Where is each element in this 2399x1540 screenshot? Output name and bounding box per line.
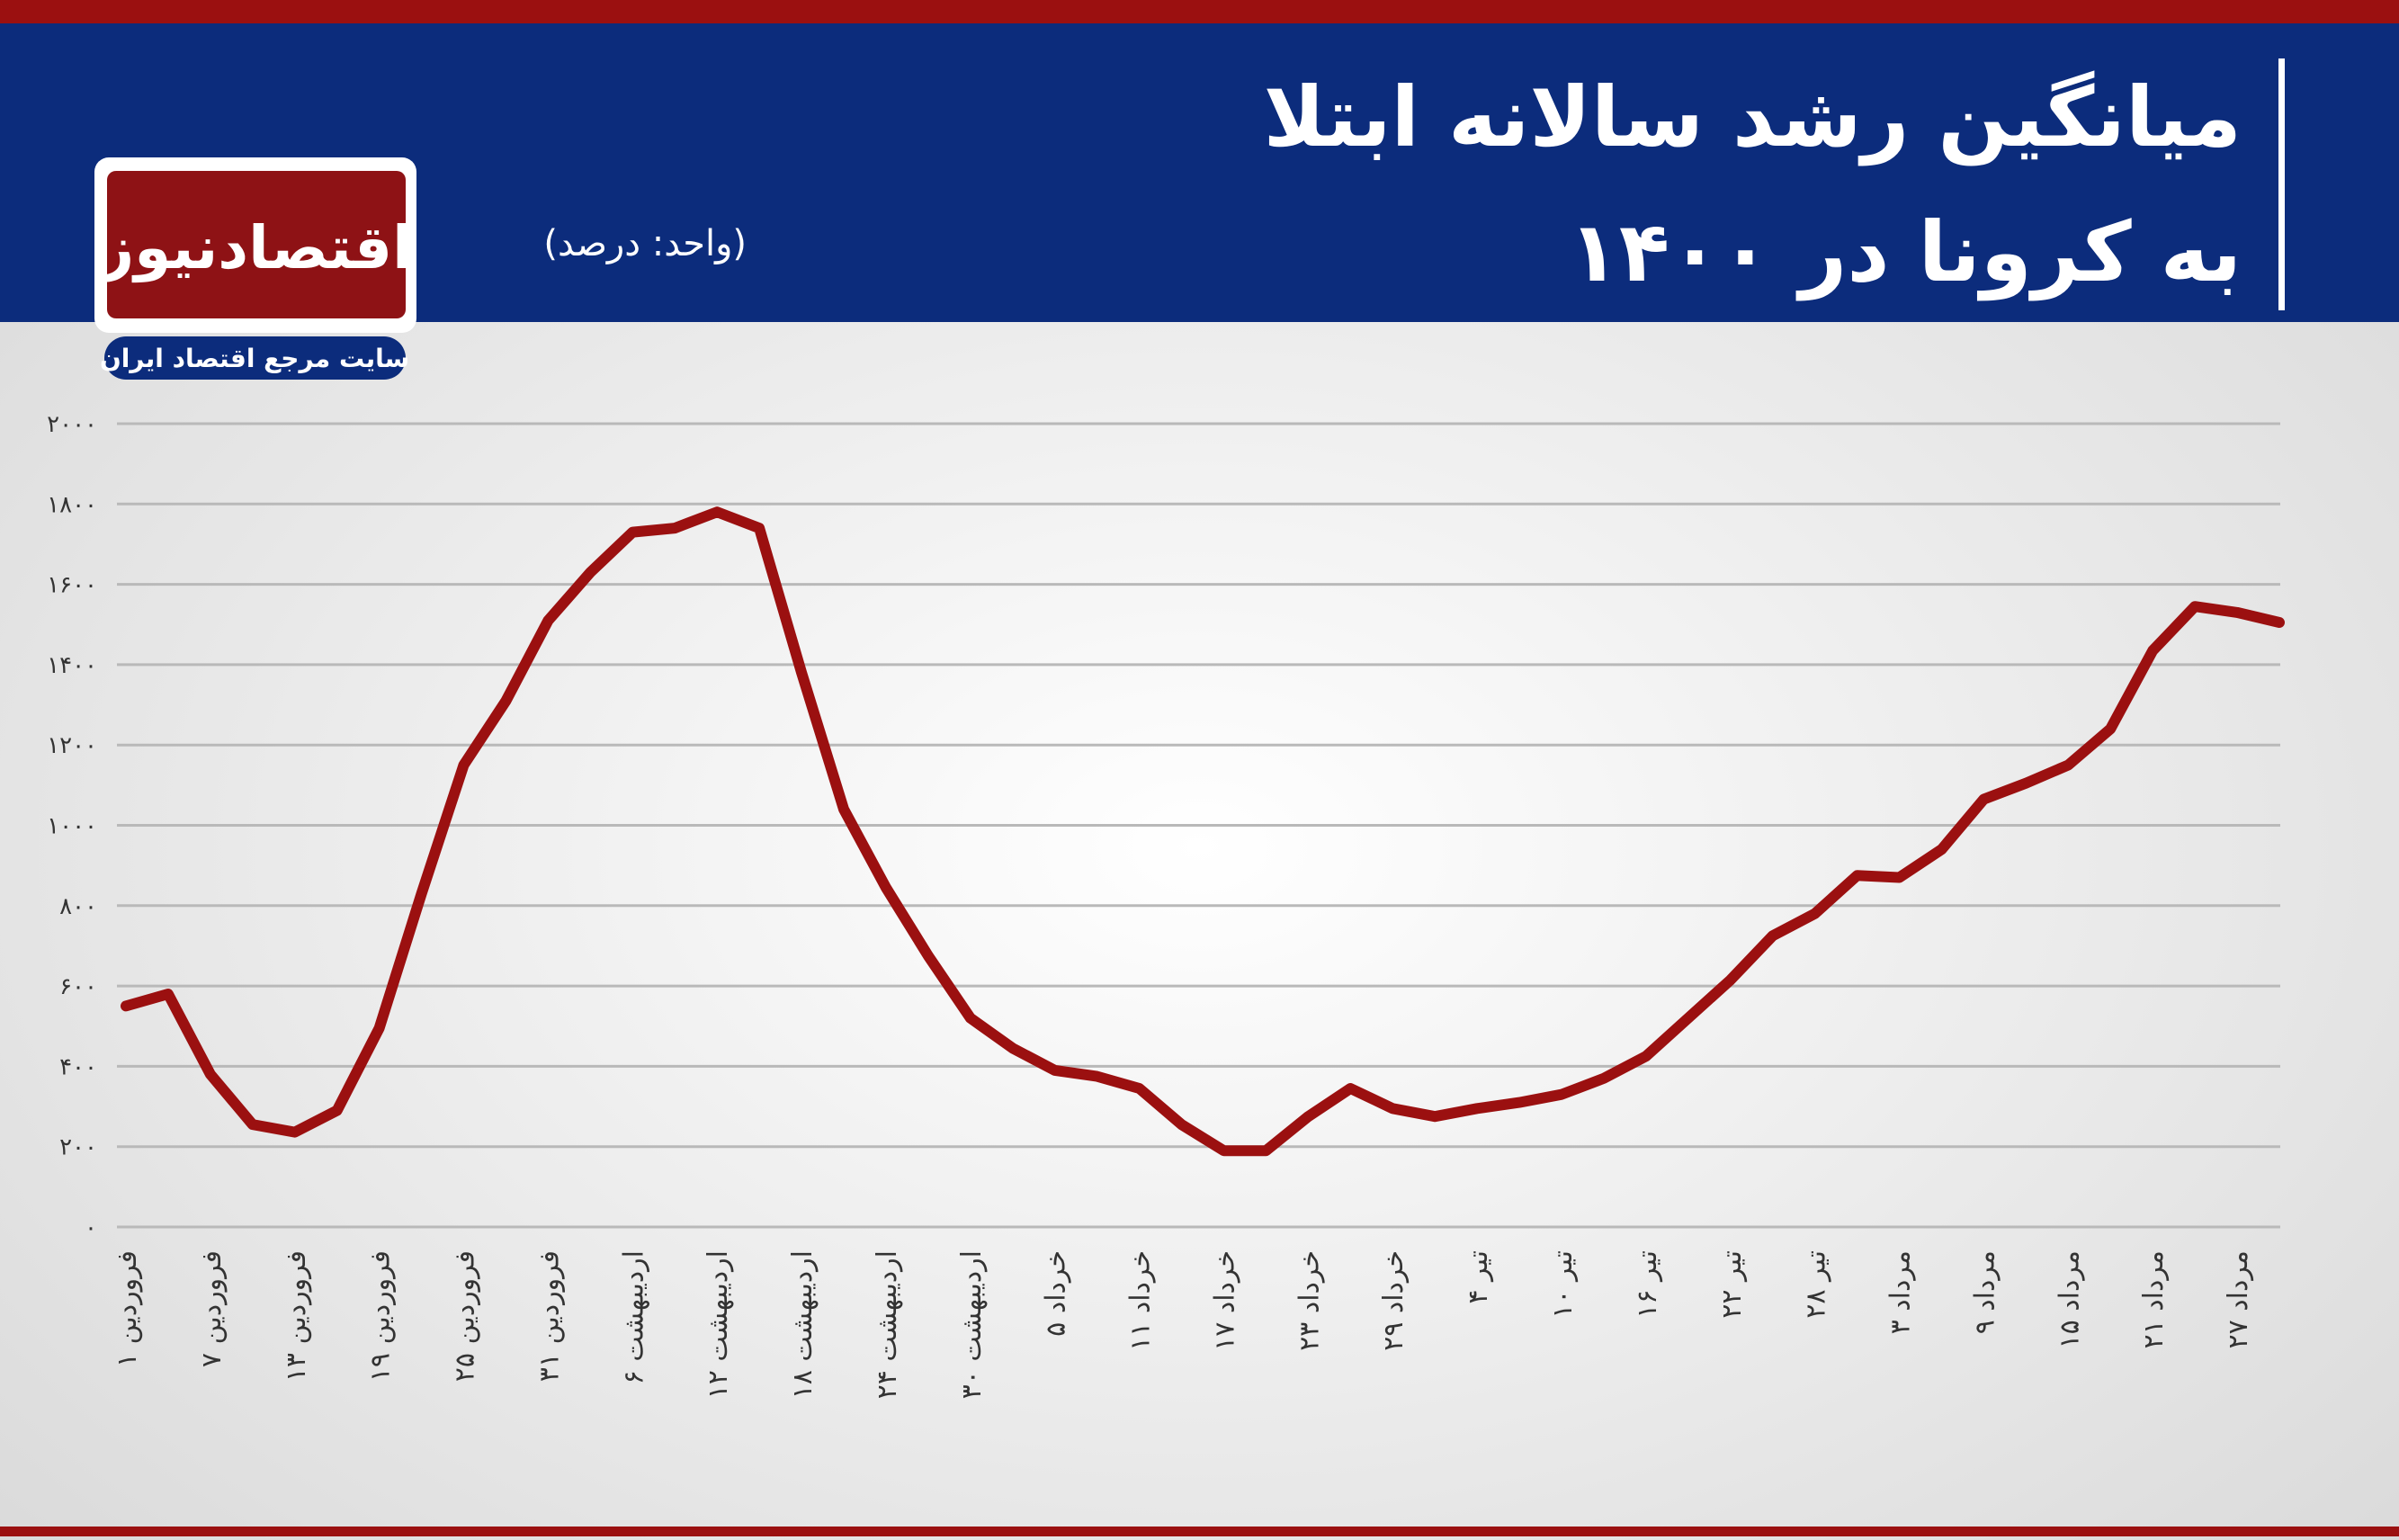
line: [121, 506, 2285, 1157]
x-tick-label: ۱۷ خرداد: [1209, 1250, 1240, 1351]
y-tick-label: ۲۰۰۰: [47, 411, 97, 438]
y-tick-label: ۸۰۰: [59, 893, 97, 920]
x-tick-label: ۷ فروردین: [196, 1250, 228, 1367]
x-tick-label: ۲۳ خرداد: [1293, 1250, 1325, 1351]
logo-box: [107, 171, 406, 318]
x-tick-label: ۱۹ فروردین: [365, 1250, 397, 1382]
y-tick-label: ۲۰۰: [59, 1134, 97, 1161]
subtitle: (واحد: درصد): [543, 223, 747, 264]
x-tick-label: ۳۰ اردیبهشت: [956, 1250, 988, 1399]
x-tick-label: ۱۳ فروردین: [281, 1250, 312, 1382]
y-tick-label: ۱۶۰۰: [47, 572, 97, 599]
x-tick-label: ۱۱ خرداد: [1125, 1250, 1157, 1351]
y-tick-label: ۶۰۰: [59, 973, 97, 1000]
y-tick-label: ۱۴۰۰: [47, 652, 97, 679]
y-tick-label: ۰: [85, 1214, 97, 1241]
x-tick-label: ۳ مرداد: [1885, 1250, 1917, 1334]
x-tick-label: ۲۸ تیر: [1801, 1250, 1832, 1319]
logo-tagline: سایت مرجع اقتصاد ایران: [100, 344, 409, 373]
logo-text: اقتصادنیوز: [97, 213, 413, 283]
y-tick-label: ۱۲۰۰: [47, 732, 97, 759]
x-tick-label: ۴ تیر: [1463, 1250, 1494, 1304]
x-tick-label: ۲۹ خرداد: [1378, 1250, 1410, 1351]
y-tick-label: ۱۸۰۰: [47, 491, 97, 518]
x-tick-label: ۲۴ اردیبهشت: [872, 1250, 903, 1399]
logo-tagline-box: [104, 336, 406, 380]
x-tick-label: ۱۰ تیر: [1547, 1250, 1579, 1319]
x-tick-label: ۲۲ تیر: [1716, 1250, 1748, 1319]
x-tick-label: ۲۱ مرداد: [2138, 1250, 2170, 1348]
title-divider: [2278, 58, 2285, 310]
x-tick-label: ۲۵ فروردین: [450, 1250, 481, 1382]
y-tick-label: ۴۰۰: [59, 1053, 97, 1080]
x-tick-label: ۶ اردیبهشت: [618, 1250, 649, 1384]
x-tick-label: ۹ مرداد: [1969, 1250, 2001, 1334]
y-tick-label: ۱۰۰۰: [47, 813, 97, 840]
title-line: میانگین رشد سالانه ابتلا: [1264, 69, 2242, 166]
x-tick-label: ۱۶ تیر: [1632, 1250, 1663, 1319]
x-tick-label: ۱۸ اردیبهشت: [787, 1250, 819, 1399]
x-tick-label: ۱ فروردین: [112, 1250, 143, 1367]
x-tick-label: ۳۱ فروردین: [533, 1250, 565, 1382]
top-bar: [0, 0, 2399, 23]
bottom-bar: [0, 1527, 2399, 1536]
x-tick-label: ۲۷ مرداد: [2223, 1250, 2254, 1348]
x-tick-label: ۱۵ مرداد: [2054, 1250, 2085, 1348]
x-tick-label: ۵ خرداد: [1041, 1250, 1072, 1337]
x-tick-label: ۱۲ اردیبهشت: [703, 1250, 734, 1399]
title-line: به کرونا در ۱۴۰۰: [1569, 204, 2242, 301]
